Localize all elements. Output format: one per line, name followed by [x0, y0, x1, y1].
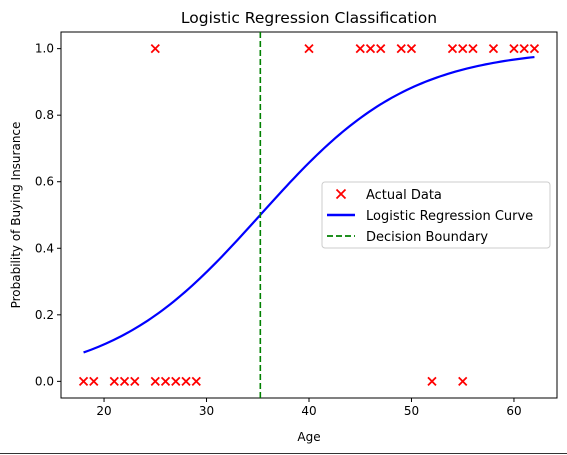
logistic-regression-curve [83, 55, 535, 354]
y-tick-label: 0.8 [35, 108, 54, 122]
x-axis-label: Age [297, 430, 320, 444]
data-point [427, 376, 437, 387]
legend: Actual Data Logistic Regression Curve De… [321, 181, 551, 249]
data-point [529, 43, 540, 54]
x-axis: 20 30 40 50 60 [96, 398, 522, 418]
x-tick-label: 60 [506, 404, 521, 418]
y-tick-label: 1.0 [35, 42, 54, 56]
plot-content [78, 32, 540, 398]
data-point [406, 43, 417, 54]
x-tick-label: 30 [199, 404, 214, 418]
data-point [304, 43, 314, 54]
data-point [447, 43, 458, 54]
data-point [181, 376, 191, 387]
data-point [160, 376, 171, 387]
y-tick-label: 0.2 [35, 308, 54, 322]
data-point [365, 43, 376, 54]
x-tick-label: 50 [404, 404, 419, 418]
data-point [109, 376, 119, 387]
y-axis-label: Probability of Buying Insurance [9, 122, 23, 309]
data-point [130, 376, 140, 387]
data-point [119, 376, 130, 387]
data-point [488, 43, 499, 54]
legend-label-actual-data: Actual Data [366, 188, 442, 203]
y-tick-label: 0.6 [35, 175, 54, 189]
legend-label-decision-boundary: Decision Boundary [366, 230, 488, 245]
data-point [171, 376, 181, 387]
data-point [519, 43, 529, 54]
data-point [468, 43, 478, 54]
y-axis: 0.0 0.2 0.4 0.6 0.8 1.0 [35, 42, 61, 388]
data-point [458, 376, 468, 387]
data-point [78, 376, 89, 387]
data-point [396, 43, 406, 54]
y-tick-label: 0.0 [35, 374, 54, 388]
legend-marker-actual-data [335, 188, 347, 200]
chart-title: Logistic Regression Classification [181, 9, 437, 27]
legend-box [321, 181, 551, 249]
data-point [150, 376, 160, 387]
data-point [376, 43, 386, 54]
data-point [89, 376, 99, 387]
data-point [509, 43, 519, 54]
data-point [355, 43, 365, 54]
x-tick-label: 20 [96, 404, 111, 418]
x-tick-label: 40 [301, 404, 316, 418]
data-point [191, 376, 201, 387]
legend-label-logistic-curve: Logistic Regression Curve [366, 209, 533, 224]
data-point [458, 43, 468, 54]
data-point [150, 43, 160, 54]
y-tick-label: 0.4 [35, 241, 54, 255]
